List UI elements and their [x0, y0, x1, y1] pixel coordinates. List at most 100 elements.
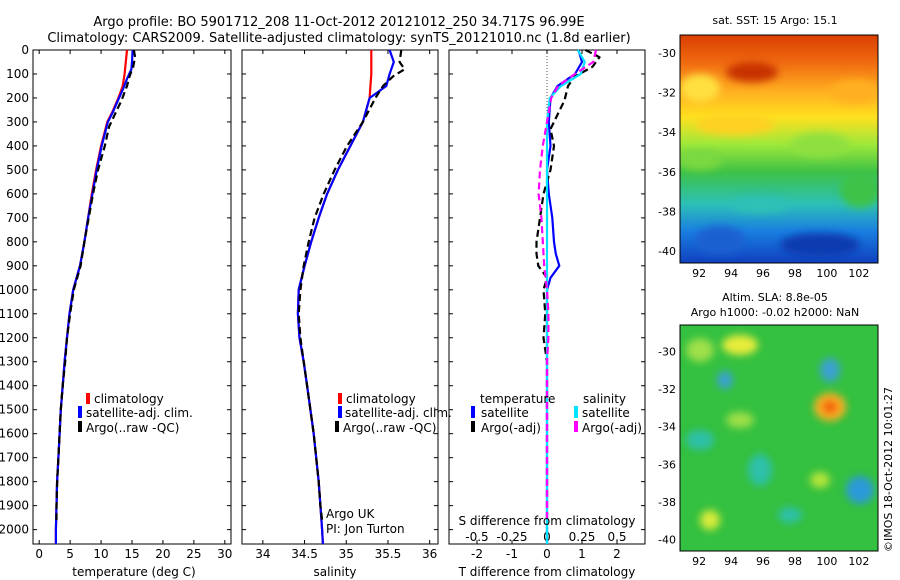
map-y-tick-label: -40: [658, 534, 676, 547]
y-tick-label: 400: [6, 139, 29, 153]
y-tick-label: 1800: [0, 475, 29, 489]
legend-swatch-satellite: [338, 406, 342, 418]
legend-label-climatology: climatology: [94, 392, 164, 406]
map-x-tick-label: 98: [788, 267, 802, 280]
legend-label-sal-argo: Argo(-adj): [582, 421, 642, 435]
x-tick-label: 5: [66, 547, 74, 561]
x-top-tick-label: 0.25: [569, 530, 596, 544]
y-tick-label: 0: [21, 43, 29, 57]
salinity-annotation-line1: Argo UK: [326, 507, 375, 521]
map-x-tick-label: 98: [788, 555, 802, 568]
x-tick-label: 34: [255, 547, 270, 561]
map-y-tick-label: -34: [658, 421, 676, 434]
series-line-satellite-adj-clim: [296, 49, 395, 545]
series-line-satellite-adj-clim: [54, 49, 134, 544]
y-tick-label: 700: [6, 211, 29, 225]
map-y-tick-label: -38: [658, 496, 676, 509]
map-x-tick-label: 102: [848, 555, 869, 568]
x-tick-label: 2: [613, 547, 621, 561]
x-tick-label: -2: [471, 547, 483, 561]
legend-group-temperature: temperature: [480, 392, 555, 406]
y-tick-label: 900: [6, 259, 29, 273]
legend-label-argo: Argo(..raw -QC): [343, 421, 436, 435]
series-line-salinity-argo-adj: [537, 49, 598, 520]
map-x-tick-label: 102: [848, 267, 869, 280]
map-y-tick-label: -32: [658, 383, 676, 396]
y-tick-label: 800: [6, 235, 29, 249]
y-tick-label: 1500: [0, 403, 29, 417]
series-line-argo-raw-qc: [297, 49, 406, 521]
temperature-xlabel: temperature (deg C): [72, 565, 195, 579]
map-x-tick-label: 96: [756, 555, 770, 568]
copyright-label: ©IMOS 18-Oct-2012 10:01:27: [882, 387, 895, 552]
sla-map-image: [680, 325, 878, 551]
y-tick-label: 600: [6, 187, 29, 201]
legend-label-temp-argo: Argo(-adj): [481, 421, 541, 435]
y-tick-label: 300: [6, 115, 29, 129]
x-tick-label: 35.5: [375, 547, 402, 561]
y-tick-label: 500: [6, 163, 29, 177]
map-x-tick-label: 96: [756, 267, 770, 280]
legend-group-salinity: salinity: [583, 392, 626, 406]
legend-swatch-temp-argo: [471, 421, 475, 432]
sla-map-title-line1: Altim. SLA: 8.8e-05: [722, 291, 828, 304]
legend-label-temp-satellite: satellite: [481, 406, 529, 420]
legend-swatch-sal-satellite: [574, 406, 578, 418]
legend-swatch-climatology: [86, 393, 90, 404]
y-tick-label: 1300: [0, 355, 29, 369]
legend-swatch-climatology: [338, 393, 342, 404]
x-top-tick-label: -0.25: [496, 530, 527, 544]
map-x-tick-label: 92: [692, 267, 706, 280]
x-tick-label: 34.5: [291, 547, 318, 561]
x-tick-label: -1: [506, 547, 518, 561]
legend-swatch-argo: [78, 421, 82, 432]
legend-label-satellite: satellite-adj. clim.: [86, 406, 193, 420]
map-x-tick-label: 100: [816, 555, 837, 568]
map-y-tick-label: -30: [658, 47, 676, 60]
y-tick-label: 1600: [0, 427, 29, 441]
x-tick-label: 35: [339, 547, 354, 561]
map-x-tick-label: 94: [724, 267, 738, 280]
series-line-climatology: [54, 49, 129, 544]
x-tick-label: 15: [124, 547, 139, 561]
map-y-tick-label: -40: [658, 245, 676, 258]
y-tick-label: 1400: [0, 379, 29, 393]
temperature-legend: climatology satellite-adj. clim. Argo(..…: [78, 392, 193, 435]
x-tick-label: 0: [543, 547, 551, 561]
x-tick-label: 20: [155, 547, 170, 561]
legend-swatch-temp-satellite: [471, 406, 475, 418]
sla-map-frame: [679, 324, 879, 552]
y-tick-label: 1900: [0, 499, 29, 513]
x-top-tick-label: -0.5: [465, 530, 488, 544]
x-tick-label: 36: [422, 547, 437, 561]
sst-map-title: sat. SST: 15 Argo: 15.1: [712, 14, 837, 27]
sst-map-image: [680, 35, 878, 263]
y-tick-label: 1000: [0, 283, 29, 297]
legend-label-sal-satellite: satellite: [582, 406, 630, 420]
y-tick-label: 1200: [0, 331, 29, 345]
title-line2: Climatology: CARS2009. Satellite-adjuste…: [47, 31, 630, 46]
map-y-tick-label: -30: [658, 345, 676, 358]
map-x-tick-label: 100: [816, 267, 837, 280]
legend-swatch-sal-argo: [574, 421, 578, 432]
map-y-tick-label: -34: [658, 126, 676, 139]
legend-swatch-argo: [335, 421, 339, 432]
y-tick-label: 2000: [0, 523, 29, 537]
y-tick-label: 1700: [0, 451, 29, 465]
map-x-tick-label: 92: [692, 555, 706, 568]
x-tick-label: 10: [93, 547, 108, 561]
y-tick-label: 1100: [0, 307, 29, 321]
y-tick-label: 100: [6, 67, 29, 81]
x-tick-label: 30: [217, 547, 232, 561]
x-tick-label: 25: [186, 547, 201, 561]
salinity-panel-frame: [241, 49, 439, 545]
difference-legend: temperature satellite Argo(-adj) salinit…: [471, 392, 642, 435]
difference-xlabel-top: S difference from climatology: [459, 514, 636, 528]
y-tick-label: 200: [6, 91, 29, 105]
legend-label-climatology: climatology: [346, 392, 416, 406]
temperature-panel-frame: [32, 49, 232, 545]
salinity-xlabel: salinity: [313, 565, 356, 579]
legend-label-satellite: satellite-adj. clim.: [345, 406, 452, 420]
legend-swatch-satellite: [78, 406, 82, 418]
